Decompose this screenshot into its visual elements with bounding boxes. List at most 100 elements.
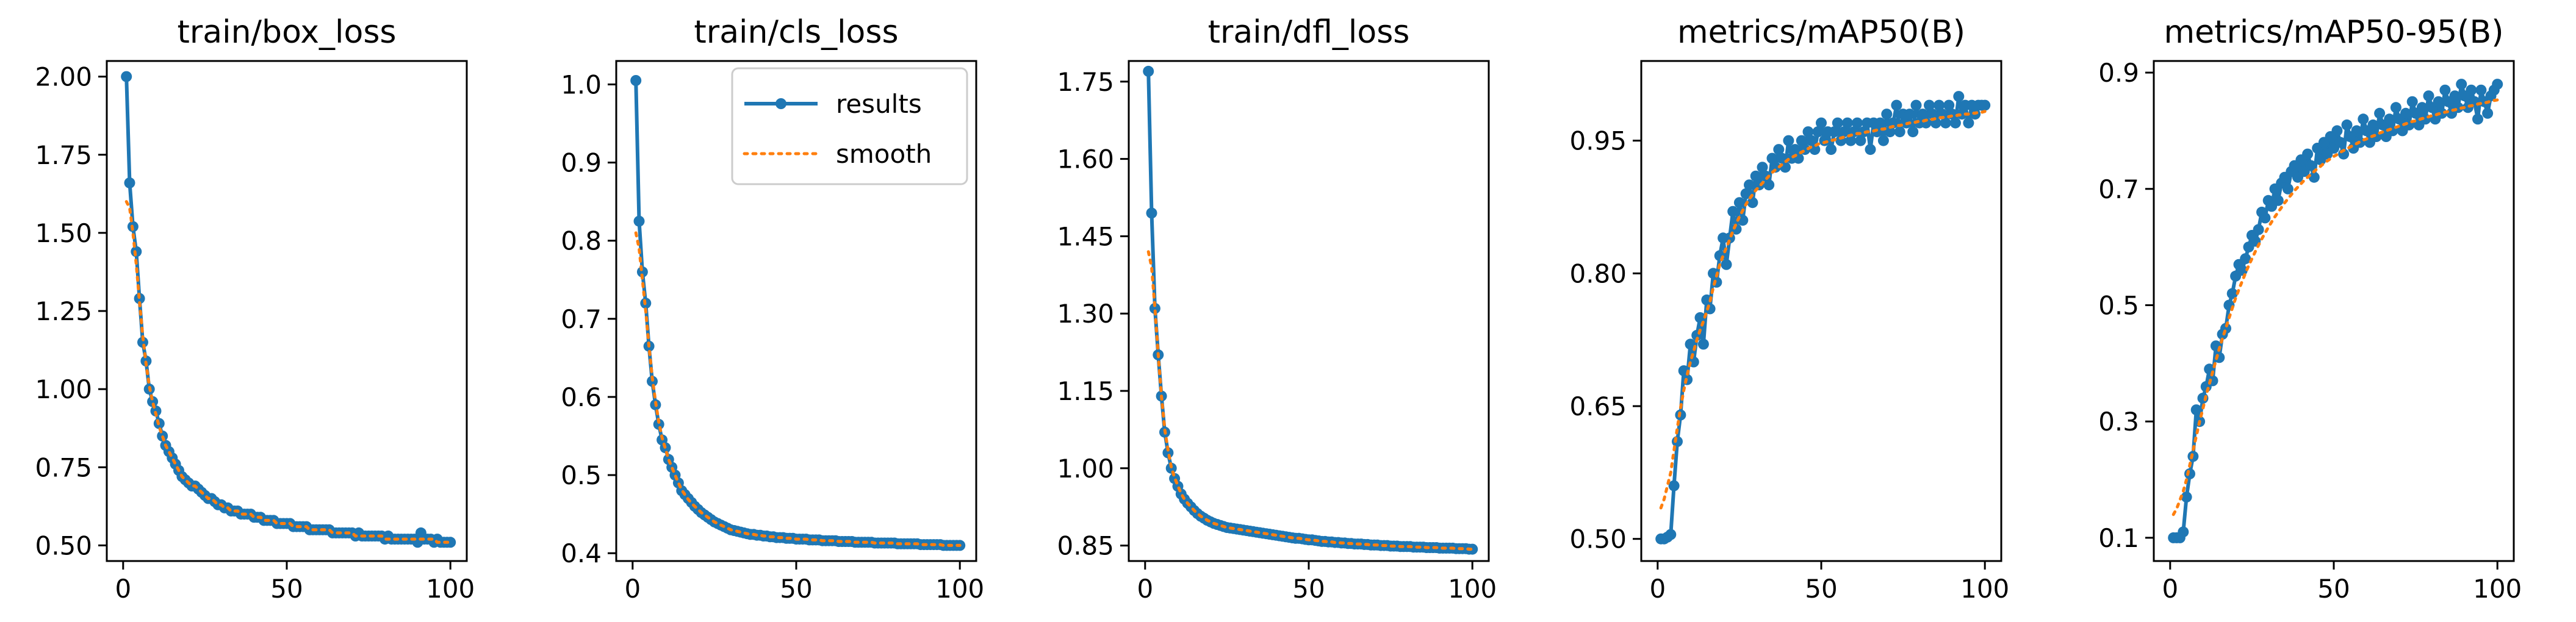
chart-title: train/cls_loss [694,14,898,51]
plot-frame [615,60,977,562]
results-point [653,418,664,430]
results-point [2190,404,2202,416]
results-point [2475,84,2487,96]
results-point [1934,99,1945,111]
results-point [1685,338,1696,350]
results-point [1668,480,1680,492]
results-point [633,215,645,227]
results-point [2384,113,2395,125]
results-point [1949,117,1961,129]
results-point [1812,126,1824,138]
results-point [2390,102,2402,113]
results-point [2181,492,2192,503]
results-point [2178,526,2189,538]
results-point [2272,195,2284,206]
results-point [445,537,456,548]
chart-title: train/box_loss [178,14,397,51]
results-point [2351,125,2362,137]
results-point [1727,206,1739,217]
results-point [2482,107,2494,119]
results-point [2282,183,2294,195]
results-point [1665,529,1677,540]
results-point [2472,113,2483,125]
results-point [2240,253,2251,265]
results-point [2433,96,2444,107]
y-tick-label: 1.25 [35,296,92,326]
results-point [2492,79,2503,90]
results-point [1744,179,1755,191]
y-tick-label: 0.50 [1569,524,1627,554]
results-point [2449,90,2461,102]
results-point [2439,84,2451,96]
chart-title: metrics/mAP50-95(B) [2164,14,2504,51]
plot-frame [2153,60,2515,562]
chart-title: train/dfl_loss [1208,14,1410,51]
y-tick-label: 0.6 [561,382,602,412]
results-point [1694,312,1706,323]
y-tick-label: 0.9 [2098,58,2139,88]
x-tick-label: 0 [1649,574,1666,604]
results-point [1871,126,1883,138]
results-point [1783,135,1794,146]
results-point [1894,126,1905,138]
results-point [1721,259,1732,270]
y-tick-label: 0.50 [35,531,92,560]
legend-box [731,67,968,185]
results-point [1773,144,1785,156]
results-point [2406,96,2418,107]
results-point [1740,188,1752,199]
results-point [1953,91,1965,102]
y-tick-label: 2.00 [35,62,92,92]
results-point [2236,265,2248,276]
chart-panel-5: metrics/mAP50-95(B) 0 50 100 0.1 0.3 0.5 0.7 0.9 [2098,14,2522,604]
smooth-line [1146,250,1474,551]
results-point [1697,338,1709,350]
results-point [1750,170,1761,182]
results-point [1826,144,1837,156]
chart-panel-1: train/box_loss 0 50 100 0.50 0.75 1.00 1.25 1.50… [35,14,475,604]
results-point [1672,436,1683,448]
results-point [1943,99,1955,111]
results-point [1796,135,1807,146]
y-tick-label: 1.75 [1057,67,1114,97]
results-point [1904,109,1915,120]
results-point [1910,99,1922,111]
results-line [1659,95,1987,541]
results-point [1143,65,1154,77]
y-tick-label: 1.50 [35,218,92,248]
x-tick-label: 100 [426,574,475,604]
results-point [2367,119,2379,130]
results-point [2423,90,2434,102]
results-point [1881,109,1893,120]
y-tick-label: 0.3 [2098,407,2139,437]
results-point [1766,152,1778,164]
x-tick-label: 50 [1805,574,1837,604]
results-point [2358,113,2369,125]
results-point [1162,447,1174,459]
results-point [630,75,642,86]
results-point [1757,162,1768,173]
y-tick-label: 0.80 [1569,259,1627,288]
results-point [2308,171,2320,183]
y-tick-label: 1.75 [35,140,92,170]
y-tick-label: 0.9 [561,148,602,178]
results-point [2184,468,2195,479]
y-tick-label: 0.65 [1569,391,1627,421]
y-tick-label: 0.7 [2098,174,2139,204]
y-tick-label: 0.5 [2098,290,2139,320]
y-tick-label: 1.30 [1057,299,1114,329]
results-point [137,337,148,348]
results-point [2259,212,2271,224]
y-tick-label: 1.45 [1057,221,1114,251]
results-point [1874,117,1886,129]
plot-frame [106,60,468,562]
results-point [1963,117,1974,129]
results-point [1802,126,1814,138]
results-point [636,266,648,277]
chart-panel-2: train/cls_loss 0 50 100 0.4 0.5 0.6 0.7 0.8 0.9 1.… [561,14,984,604]
results-point [1891,99,1902,111]
x-tick-label: 0 [115,574,131,604]
x-tick-label: 0 [1137,574,1153,604]
results-point [1763,179,1775,191]
